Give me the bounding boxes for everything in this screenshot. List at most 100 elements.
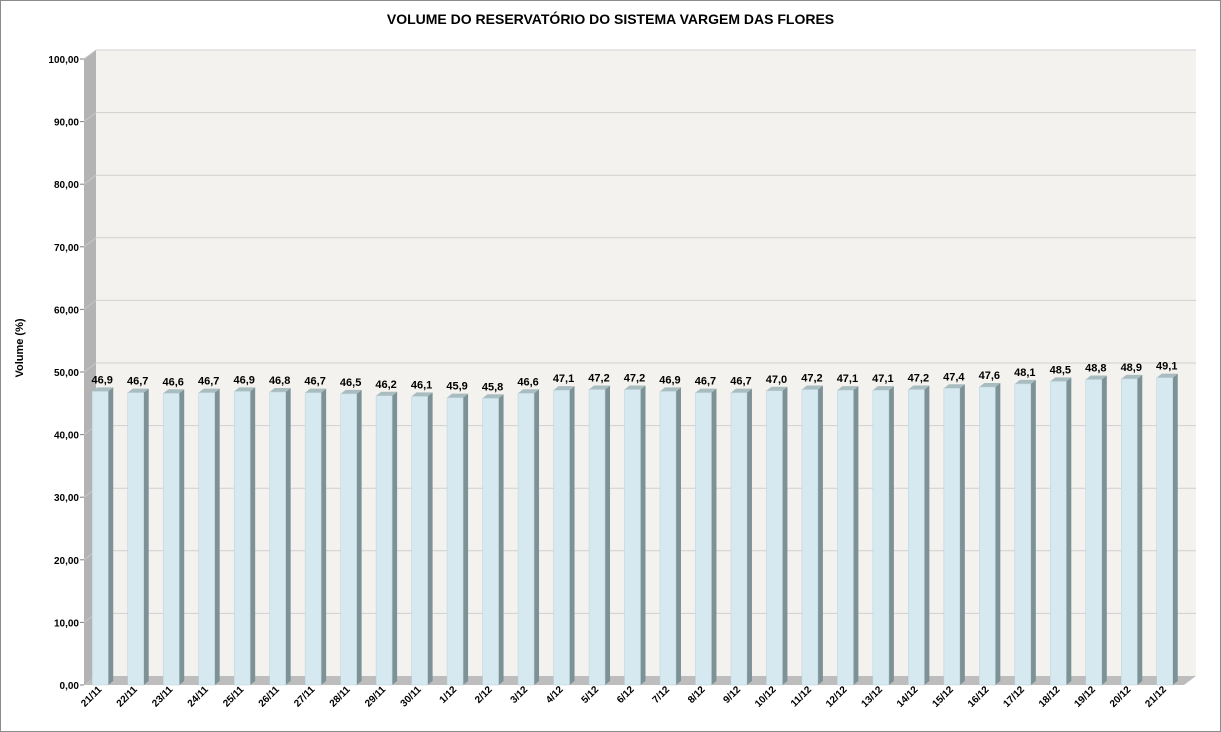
data-label: 46,7 — [695, 376, 716, 388]
bar-side — [321, 388, 327, 685]
bars: 46,9 46,7 46,6 46,7 46,9 46,8 46,7 46,5 46,2 46,1… — [92, 361, 1178, 686]
bar-front — [127, 392, 144, 686]
x-tick-label: 19/12 — [1072, 684, 1098, 710]
bar-side — [640, 385, 646, 685]
data-label: 47,2 — [801, 373, 822, 385]
x-tick-label: 26/11 — [257, 684, 282, 709]
bar-side — [143, 388, 149, 685]
bar-front — [943, 388, 961, 686]
bar-front — [837, 389, 854, 686]
bar-front — [340, 393, 357, 686]
x-tick-label: 25/11 — [221, 684, 246, 709]
data-label: 46,5 — [340, 377, 361, 389]
data-label: 47,0 — [766, 374, 787, 386]
data-label: 46,9 — [233, 374, 254, 386]
x-axis-ticks: 21/11 22/11 23/11 24/11 25/11 26/11 27/11 28/11… — [79, 684, 1169, 710]
x-tick-label: 16/12 — [966, 684, 992, 710]
y-tick-label: 90,00 — [54, 118, 79, 129]
x-tick-label: 24/11 — [186, 684, 211, 709]
bar: 47,1 — [872, 373, 894, 686]
bar-front — [411, 396, 428, 686]
x-tick-label: 14/12 — [895, 684, 921, 710]
bar-top — [482, 394, 504, 399]
bar: 46,5 — [340, 377, 362, 686]
bar-front — [269, 391, 286, 686]
bar: 47,2 — [908, 373, 930, 686]
bar-side — [108, 387, 114, 685]
bar: 46,8 — [269, 375, 291, 686]
bar: 47,2 — [624, 373, 646, 686]
bar: 46,7 — [127, 376, 149, 686]
bar-top — [730, 388, 752, 393]
gridline-side — [83, 49, 97, 60]
data-label: 45,9 — [446, 381, 467, 393]
x-tick-label: 13/12 — [860, 684, 886, 710]
bar: 46,7 — [695, 376, 717, 686]
x-tick-label: 22/11 — [115, 684, 140, 709]
bar-front — [588, 389, 606, 686]
bar-side — [498, 394, 504, 685]
bar-top — [1014, 379, 1036, 384]
bar-side — [214, 388, 220, 685]
bar-front — [304, 392, 322, 686]
bar-side — [711, 388, 717, 685]
x-tick-label: 20/12 — [1108, 684, 1134, 710]
bar-side — [1066, 377, 1072, 685]
data-label: 48,9 — [1121, 362, 1142, 374]
x-tick-label: 9/12 — [722, 684, 744, 706]
bar-front — [482, 398, 499, 686]
bar: 47,2 — [588, 373, 611, 686]
bar-top — [553, 386, 575, 391]
x-tick-label: 17/12 — [1001, 684, 1027, 710]
bar: 46,6 — [517, 376, 540, 686]
x-tick-label: 21/11 — [79, 684, 104, 709]
bar: 49,1 — [1156, 361, 1178, 686]
bar-front — [908, 389, 925, 686]
bar-front — [198, 392, 215, 686]
bar: 48,9 — [1121, 362, 1143, 686]
bar-top — [127, 388, 149, 393]
x-tick-label: 6/12 — [615, 684, 637, 706]
y-tick-label: 10,00 — [54, 618, 79, 629]
bar-top — [92, 387, 114, 392]
y-tick-label: 30,00 — [54, 493, 79, 504]
bar: 47,4 — [943, 371, 965, 686]
bar-front — [872, 389, 890, 686]
bar-front — [801, 389, 819, 686]
bar-top — [518, 389, 540, 394]
bar-top — [447, 393, 469, 398]
bar-top — [624, 385, 646, 390]
y-tick-label: 50,00 — [54, 368, 79, 379]
bar-top — [659, 387, 681, 392]
bar: 45,9 — [446, 381, 469, 686]
bar-front — [1050, 381, 1067, 686]
bar-side — [1101, 375, 1107, 685]
x-tick-label: 1/12 — [438, 684, 460, 706]
data-label: 48,5 — [1050, 364, 1071, 376]
data-label: 46,7 — [198, 376, 219, 388]
bar: 46,7 — [730, 376, 752, 686]
bar-front — [1085, 379, 1103, 686]
bar-top — [1156, 373, 1178, 378]
y-tick-label: 80,00 — [54, 180, 79, 191]
bar-front — [695, 392, 712, 686]
bar: 47,2 — [801, 373, 823, 686]
data-label: 45,8 — [482, 381, 503, 393]
bar-top — [837, 386, 859, 391]
bar-side — [995, 383, 1001, 685]
bar-top — [872, 386, 894, 391]
x-tick-label: 8/12 — [686, 684, 708, 706]
bar: 46,1 — [411, 379, 433, 686]
bar-front — [766, 390, 783, 686]
bar-top — [766, 386, 788, 391]
bar-top — [340, 389, 362, 394]
data-label: 46,7 — [127, 376, 148, 388]
bar-side — [179, 389, 185, 685]
data-label: 46,7 — [304, 376, 325, 388]
bar: 46,7 — [198, 376, 220, 686]
bar-side — [605, 385, 611, 685]
gridline-side — [83, 299, 97, 310]
x-tick-label: 30/11 — [399, 684, 424, 709]
bar-front — [553, 389, 570, 686]
bar-side — [463, 393, 469, 685]
